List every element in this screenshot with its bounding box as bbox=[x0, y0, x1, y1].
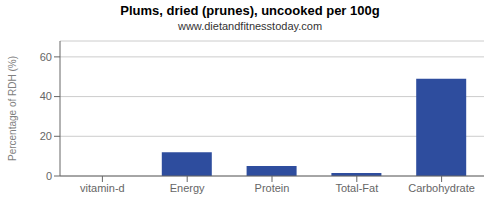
svg-text:vitamin-d: vitamin-d bbox=[80, 182, 125, 194]
svg-text:60: 60 bbox=[40, 51, 52, 63]
svg-text:Protein: Protein bbox=[255, 182, 290, 194]
html-text:www.dietandfitnesstoday.com: www.dietandfitnesstoday.com bbox=[178, 20, 322, 32]
svg-text:Carbohydrate: Carbohydrate bbox=[408, 182, 475, 194]
svg-text:20: 20 bbox=[40, 130, 52, 142]
svg-text:Total-Fat: Total-Fat bbox=[335, 182, 378, 194]
svg-text:Energy: Energy bbox=[170, 182, 205, 194]
svg-text:40: 40 bbox=[40, 90, 52, 102]
svg-text:Percentage of RDH (%): Percentage of RDH (%) bbox=[8, 56, 18, 161]
html-text:Plums, dried (prunes), uncooke: Plums, dried (prunes), uncooked per 100g bbox=[120, 3, 380, 18]
svg-text:0: 0 bbox=[46, 170, 52, 182]
